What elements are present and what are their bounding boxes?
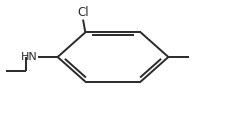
Text: Cl: Cl bbox=[77, 6, 88, 19]
Text: HN: HN bbox=[20, 52, 37, 62]
